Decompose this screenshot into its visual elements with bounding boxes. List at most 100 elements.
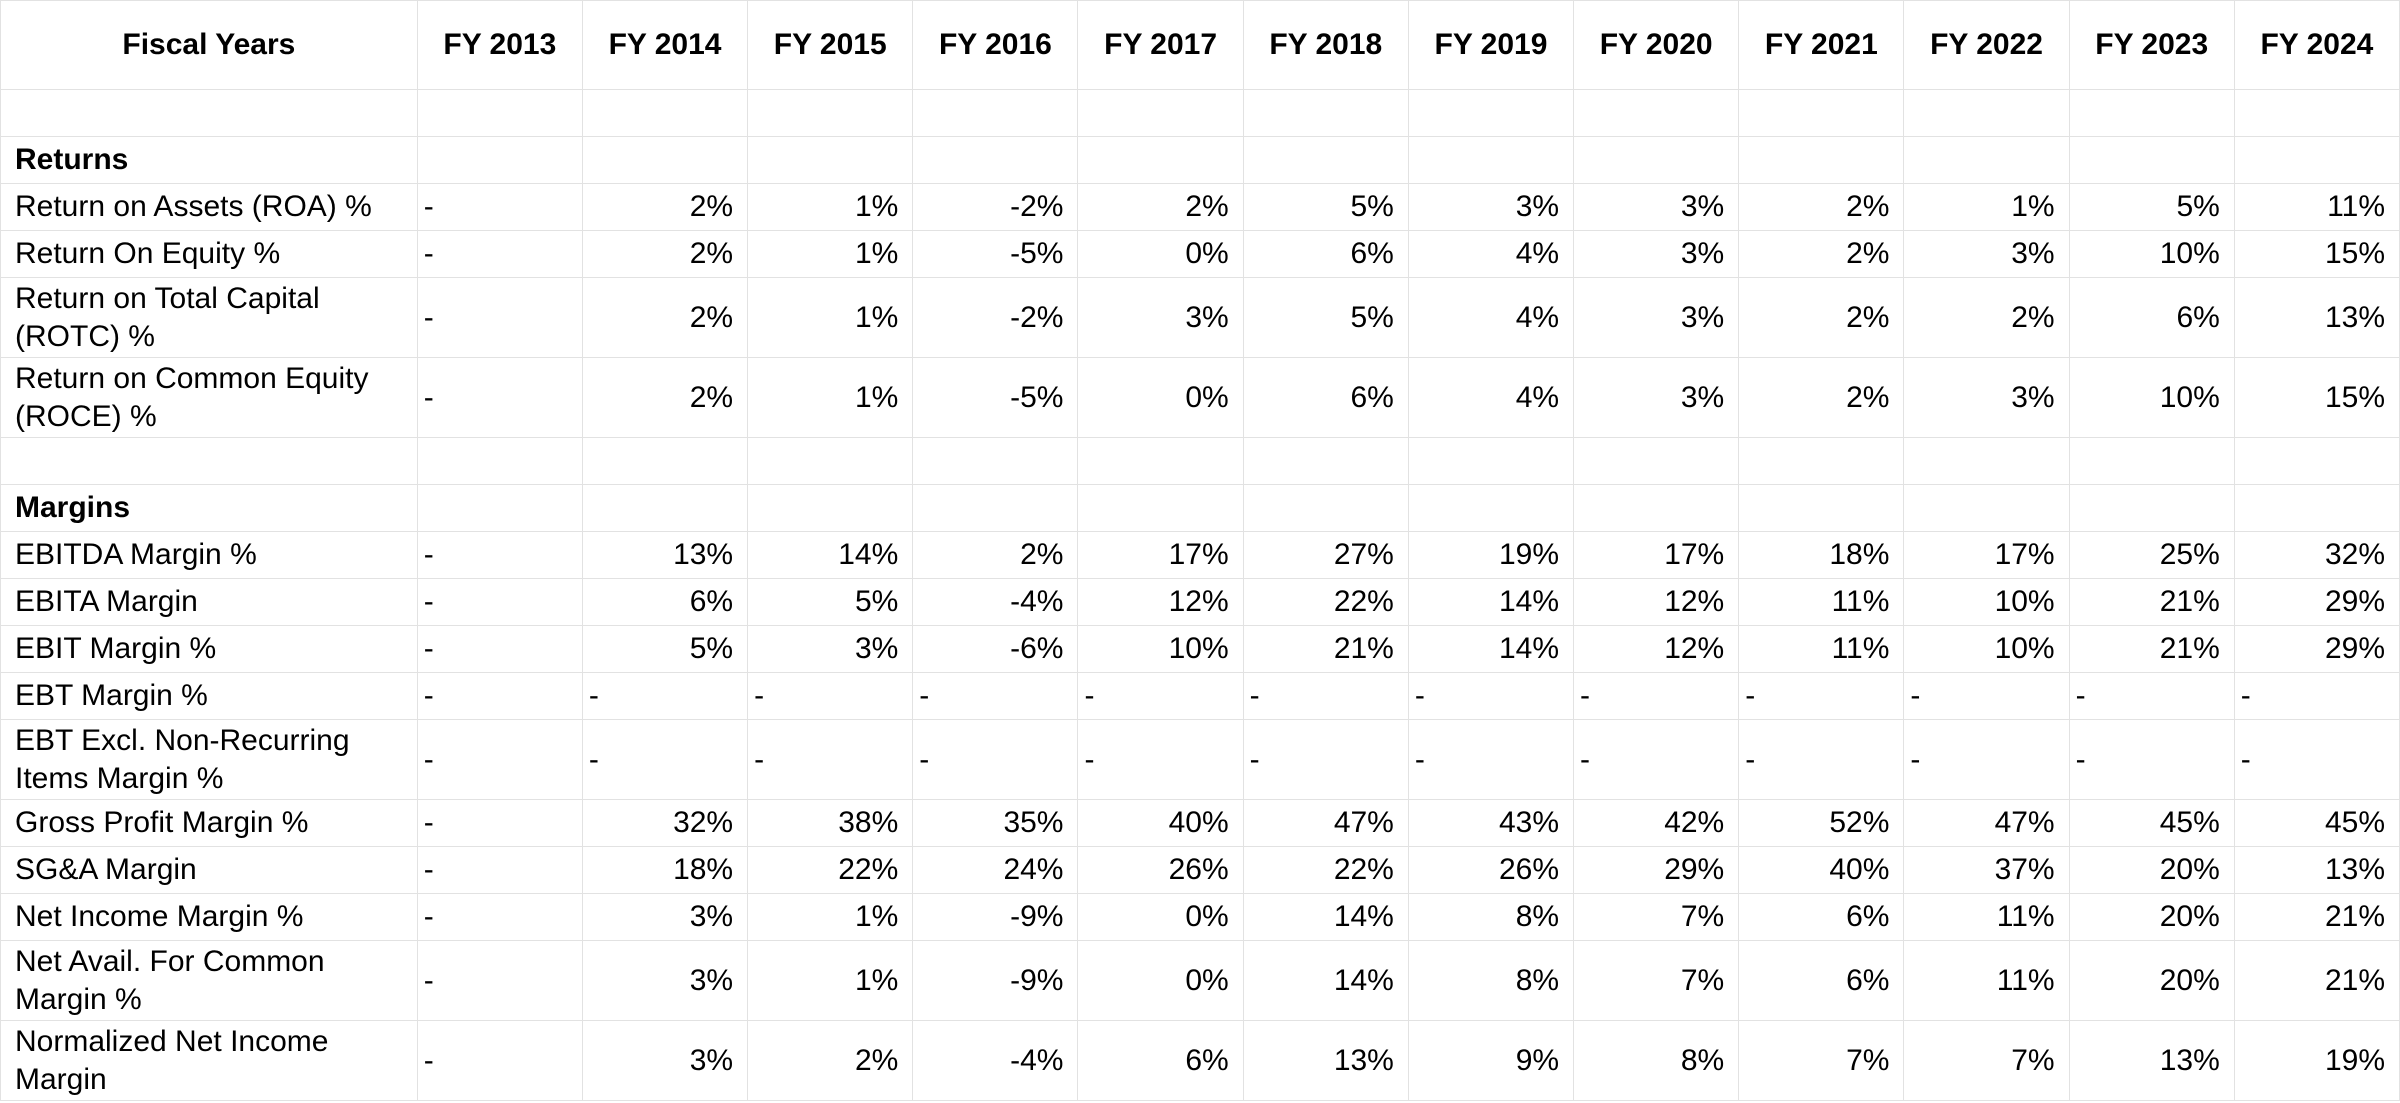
value-cell: - xyxy=(1242,719,1409,800)
value-cell: 29% xyxy=(2233,578,2400,626)
value-cell: 1% xyxy=(747,230,914,278)
empty-cell xyxy=(416,136,583,184)
value-cell: 2% xyxy=(912,531,1079,579)
value-cell: 2% xyxy=(1738,277,1905,358)
value-cell: 5% xyxy=(1242,277,1409,358)
empty-cell xyxy=(1738,437,1905,485)
empty-cell xyxy=(1573,136,1740,184)
value-cell: 32% xyxy=(581,799,749,847)
value-cell: -5% xyxy=(912,357,1079,438)
empty-cell xyxy=(1407,484,1575,532)
empty-cell xyxy=(1573,437,1740,485)
value-cell: -9% xyxy=(912,940,1079,1021)
row-label: Normalized Net Income Margin xyxy=(0,1020,418,1101)
value-cell: 47% xyxy=(1903,799,2070,847)
value-cell: - xyxy=(416,672,583,720)
empty-cell xyxy=(416,484,583,532)
value-cell: - xyxy=(1407,672,1575,720)
value-cell: 2% xyxy=(581,357,749,438)
value-cell: 4% xyxy=(1407,230,1575,278)
value-cell: 12% xyxy=(1573,578,1740,626)
header-year: FY 2024 xyxy=(2233,0,2400,90)
value-cell: - xyxy=(747,672,914,720)
value-cell: 35% xyxy=(912,799,1079,847)
empty-cell xyxy=(747,484,914,532)
value-cell: 43% xyxy=(1407,799,1575,847)
value-cell: 15% xyxy=(2233,230,2400,278)
table-row: Net Avail. For Common Margin % -3% 1% -9% 0% 1… xyxy=(0,940,2400,1021)
value-cell: 2% xyxy=(1903,277,2070,358)
value-cell: 1% xyxy=(747,940,914,1021)
value-cell: 7% xyxy=(1573,893,1740,941)
value-cell: - xyxy=(2233,719,2400,800)
value-cell: -4% xyxy=(912,578,1079,626)
value-cell: - xyxy=(2068,719,2235,800)
empty-cell xyxy=(581,136,749,184)
empty-cell xyxy=(1903,484,2070,532)
value-cell: 0% xyxy=(1077,357,1244,438)
value-cell: - xyxy=(416,230,583,278)
empty-cell xyxy=(0,89,418,137)
value-cell: 2% xyxy=(581,277,749,358)
value-cell: - xyxy=(581,672,749,720)
header-row: Fiscal Years FY 2013 FY 2014 FY 2015 FY 2016… xyxy=(0,0,2400,90)
value-cell: -5% xyxy=(912,230,1079,278)
empty-cell xyxy=(912,89,1079,137)
empty-cell xyxy=(1738,484,1905,532)
empty-cell xyxy=(1242,484,1409,532)
value-cell: 15% xyxy=(2233,357,2400,438)
value-cell: 11% xyxy=(1738,578,1905,626)
value-cell: - xyxy=(1077,719,1244,800)
row-label: EBIT Margin % xyxy=(0,625,418,673)
value-cell: 14% xyxy=(747,531,914,579)
header-year: FY 2022 xyxy=(1903,0,2070,90)
table-row: EBIT Margin % -5% 3% -6% 10% 21% 14% 12% 11% 10% 2… xyxy=(0,625,2400,673)
value-cell: - xyxy=(1407,719,1575,800)
value-cell: 27% xyxy=(1242,531,1409,579)
header-year: FY 2013 xyxy=(416,0,583,90)
empty-cell xyxy=(1407,437,1575,485)
value-cell: - xyxy=(416,625,583,673)
value-cell: - xyxy=(1077,672,1244,720)
section-title: Margins xyxy=(0,484,418,532)
value-cell: 21% xyxy=(2233,893,2400,941)
value-cell: 26% xyxy=(1407,846,1575,894)
value-cell: 2% xyxy=(1738,230,1905,278)
value-cell: 14% xyxy=(1242,893,1409,941)
row-label: EBT Excl. Non-Recurring Items Margin % xyxy=(0,719,418,800)
empty-cell xyxy=(1407,136,1575,184)
value-cell: 7% xyxy=(1573,940,1740,1021)
header-year: FY 2020 xyxy=(1573,0,1740,90)
row-label: Return on Assets (ROA) % xyxy=(0,183,418,231)
value-cell: 21% xyxy=(1242,625,1409,673)
value-cell: 14% xyxy=(1407,625,1575,673)
row-label: Return On Equity % xyxy=(0,230,418,278)
header-year: FY 2015 xyxy=(747,0,914,90)
value-cell: 11% xyxy=(1903,940,2070,1021)
value-cell: 38% xyxy=(747,799,914,847)
value-cell: - xyxy=(416,846,583,894)
value-cell: -6% xyxy=(912,625,1079,673)
value-cell: 14% xyxy=(1407,578,1575,626)
empty-cell xyxy=(1738,89,1905,137)
table-row: Return on Assets (ROA) % -2% 1% -2% 2% 5% 3% 3%… xyxy=(0,183,2400,231)
value-cell: - xyxy=(416,183,583,231)
value-cell: 8% xyxy=(1407,893,1575,941)
value-cell: - xyxy=(416,893,583,941)
empty-cell xyxy=(581,89,749,137)
value-cell: 1% xyxy=(747,357,914,438)
row-label: Net Avail. For Common Margin % xyxy=(0,940,418,1021)
value-cell: 3% xyxy=(581,893,749,941)
empty-cell xyxy=(581,484,749,532)
empty-cell xyxy=(1242,437,1409,485)
value-cell: - xyxy=(1573,672,1740,720)
table-row: SG&A Margin -18% 22% 24% 26% 22% 26% 29% 40% 37% 2… xyxy=(0,846,2400,894)
empty-cell xyxy=(912,437,1079,485)
value-cell: 18% xyxy=(581,846,749,894)
value-cell: 6% xyxy=(1242,357,1409,438)
header-year: FY 2017 xyxy=(1077,0,1244,90)
value-cell: - xyxy=(1903,719,2070,800)
header-year: FY 2021 xyxy=(1738,0,1905,90)
value-cell: 20% xyxy=(2068,846,2235,894)
value-cell: 3% xyxy=(1573,183,1740,231)
